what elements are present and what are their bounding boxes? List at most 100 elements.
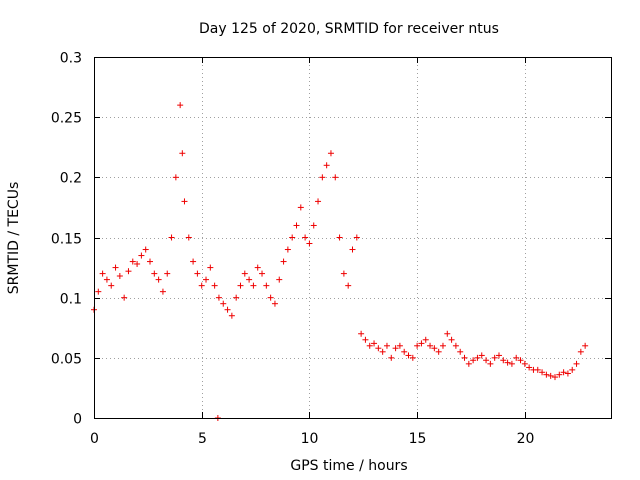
data-point — [151, 270, 158, 277]
x-tick-label: 0 — [90, 431, 99, 447]
data-point — [366, 342, 373, 349]
data-point — [237, 282, 244, 289]
data-point — [177, 102, 184, 109]
data-point — [327, 150, 334, 157]
data-point — [315, 198, 322, 205]
data-point — [224, 306, 231, 313]
data-point — [168, 234, 175, 241]
x-tick-label: 10 — [301, 431, 319, 447]
data-point — [414, 342, 421, 349]
data-point — [358, 330, 365, 337]
data-point — [103, 276, 110, 283]
data-point — [383, 342, 390, 349]
data-point — [345, 282, 352, 289]
data-point — [405, 352, 412, 359]
data-point — [582, 342, 589, 349]
data-point — [155, 276, 162, 283]
data-point — [448, 336, 455, 343]
data-point — [379, 348, 386, 355]
y-axis: 0 0.05 0.1 0.15 0.2 0.25 0.3 — [51, 51, 611, 428]
data-point — [409, 354, 416, 361]
data-point — [444, 330, 451, 337]
x-axis-label: GPS time / hours — [290, 458, 407, 474]
data-point — [547, 372, 554, 379]
data-point — [95, 288, 102, 295]
data-point — [526, 364, 533, 371]
y-tick-label: 0.05 — [51, 352, 82, 368]
data-point — [198, 282, 205, 289]
data-point — [319, 174, 326, 181]
data-point — [504, 359, 511, 366]
y-tick-label: 0.2 — [60, 171, 82, 187]
data-point — [371, 340, 378, 347]
data-point — [289, 234, 296, 241]
y-tick-label: 0.25 — [51, 111, 82, 127]
data-point — [431, 345, 438, 352]
x-axis: 0 5 10 15 20 — [90, 57, 534, 447]
data-point — [513, 354, 520, 361]
data-point — [543, 371, 550, 378]
data-point — [401, 348, 408, 355]
data-point — [452, 342, 459, 349]
data-point — [465, 360, 472, 367]
data-point — [116, 273, 123, 280]
data-point — [323, 162, 330, 169]
data-point — [349, 246, 356, 253]
data-point — [388, 354, 395, 361]
y-axis-label: SRMTID / TECUs — [6, 182, 22, 295]
data-point — [573, 360, 580, 367]
data-point — [246, 276, 253, 283]
data-point — [521, 360, 528, 367]
data-point — [129, 258, 136, 265]
data-point — [203, 276, 210, 283]
data-point — [418, 340, 425, 347]
data-point — [211, 282, 218, 289]
data-point — [185, 234, 192, 241]
data-point — [250, 282, 257, 289]
data-point — [569, 366, 576, 373]
data-point — [310, 222, 317, 229]
grid-lines — [94, 57, 611, 418]
data-point — [483, 357, 490, 364]
data-point — [457, 348, 464, 355]
data-point — [551, 374, 558, 381]
data-point — [392, 345, 399, 352]
data-point — [396, 342, 403, 349]
data-point — [284, 246, 291, 253]
data-point — [108, 282, 115, 289]
data-point — [228, 312, 235, 319]
data-point — [271, 300, 278, 307]
data-point — [336, 234, 343, 241]
y-tick-label: 0.15 — [51, 232, 82, 248]
data-point — [280, 258, 287, 265]
data-point — [233, 294, 240, 301]
data-point — [340, 270, 347, 277]
data-point — [422, 336, 429, 343]
data-point — [263, 282, 270, 289]
data-point — [560, 369, 567, 376]
data-point — [159, 288, 166, 295]
data-point — [487, 360, 494, 367]
x-tick-label: 20 — [517, 431, 535, 447]
x-tick-label: 15 — [409, 431, 427, 447]
y-tick-label: 0 — [73, 412, 82, 428]
data-point — [276, 276, 283, 283]
data-point — [435, 348, 442, 355]
data-point — [147, 258, 154, 265]
data-point — [375, 345, 382, 352]
data-point — [362, 336, 369, 343]
data-point — [539, 369, 546, 376]
data-point — [164, 270, 171, 277]
data-point — [500, 357, 507, 364]
y-tick-label: 0.3 — [60, 51, 82, 67]
data-point — [297, 204, 304, 211]
data-point — [332, 174, 339, 181]
data-point — [577, 348, 584, 355]
data-point — [306, 240, 313, 247]
y-tick-label: 0.1 — [60, 292, 82, 308]
data-point — [194, 270, 201, 277]
data-point — [241, 270, 248, 277]
data-point — [556, 371, 563, 378]
data-point — [302, 234, 309, 241]
